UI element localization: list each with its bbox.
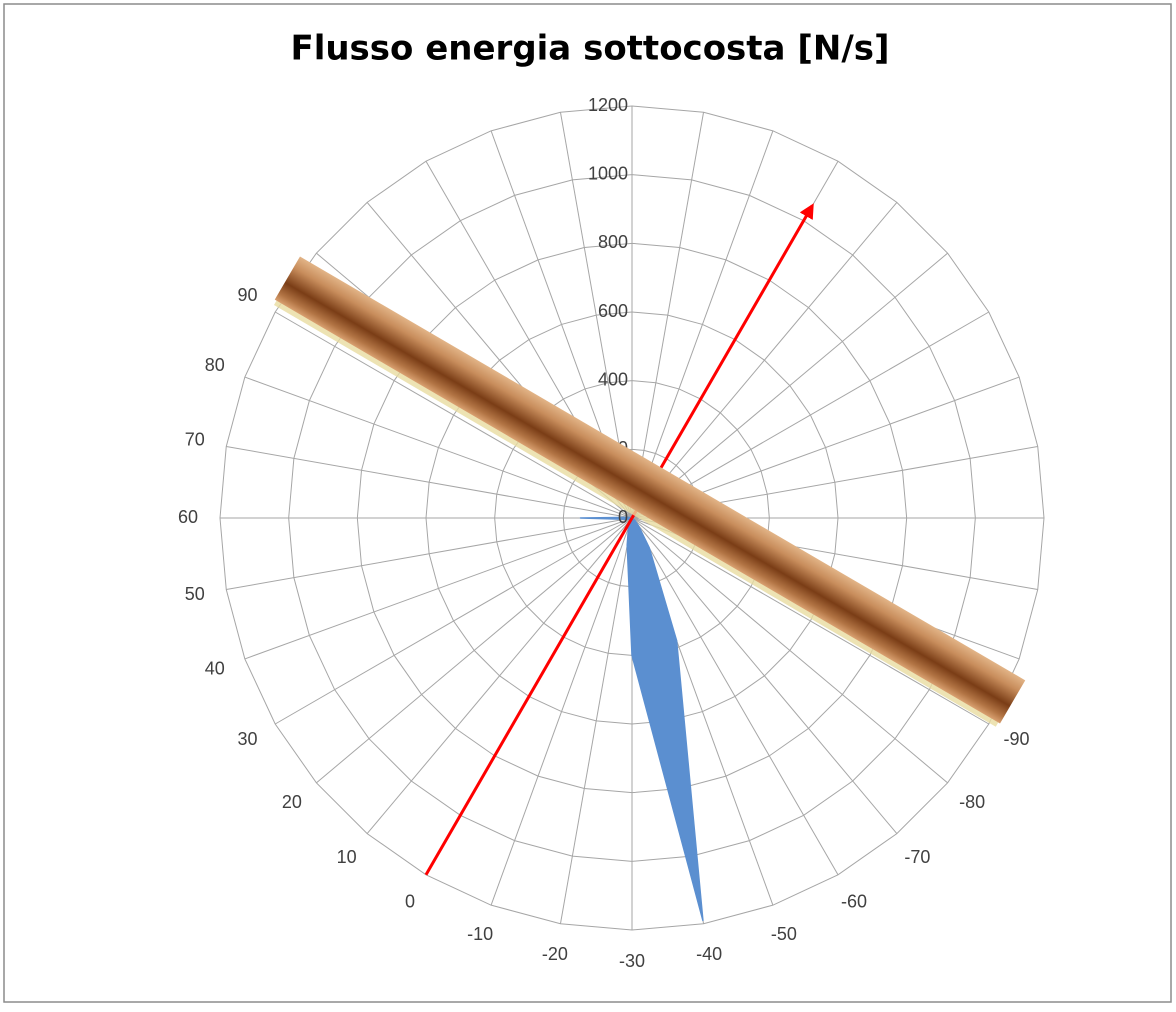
category-label: -60 — [841, 891, 867, 911]
y-tick-label: 1000 — [588, 163, 628, 183]
grid-spoke — [559, 517, 633, 924]
grid-spoke — [631, 112, 705, 519]
category-label: 90 — [237, 285, 257, 305]
chart-title: Flusso energia sottocosta [N/s] — [290, 29, 889, 69]
category-label: 10 — [337, 847, 357, 867]
grid-spoke — [226, 445, 633, 519]
radial-arrow — [630, 203, 814, 519]
grid-spoke — [244, 517, 633, 660]
category-label: -30 — [619, 951, 645, 971]
grid-spoke — [631, 517, 948, 784]
category-label: -10 — [467, 924, 493, 944]
grid-spoke — [631, 252, 948, 519]
category-label: 70 — [185, 430, 205, 450]
category-label: 50 — [185, 584, 205, 604]
grid-spoke — [244, 376, 633, 519]
category-label: -80 — [959, 792, 985, 812]
category-label: -20 — [542, 944, 568, 964]
grid-spoke — [631, 311, 990, 519]
grid-spoke — [631, 517, 990, 725]
y-tick-label: 1200 — [588, 95, 628, 115]
y-tick-label: 400 — [598, 369, 628, 389]
category-label: -70 — [904, 847, 930, 867]
category-label: 80 — [205, 355, 225, 375]
category-label: 40 — [205, 659, 225, 679]
y-tick-label: 600 — [598, 301, 628, 321]
chart-border — [3, 3, 1172, 1003]
y-tick-label: 0 — [618, 507, 628, 527]
category-label: 30 — [237, 729, 257, 749]
category-label: 20 — [282, 792, 302, 812]
category-label: 60 — [178, 507, 198, 527]
category-label: 0 — [405, 891, 415, 911]
y-tick-label: 800 — [598, 232, 628, 252]
grid-spoke — [226, 517, 633, 591]
category-label: -40 — [696, 944, 722, 964]
grid-spoke — [631, 517, 839, 876]
grid-spoke — [631, 130, 774, 519]
grid-spoke — [316, 517, 633, 784]
grid-spoke — [274, 311, 633, 519]
radial-arrow — [424, 517, 634, 876]
coastline — [273, 256, 1026, 727]
category-label: -90 — [1004, 729, 1030, 749]
grid-spoke — [366, 517, 633, 834]
grid-spoke — [631, 202, 898, 519]
category-label: -50 — [771, 924, 797, 944]
grid-spoke — [274, 517, 633, 725]
grid-spoke — [490, 517, 633, 906]
grid-spoke — [631, 517, 898, 834]
